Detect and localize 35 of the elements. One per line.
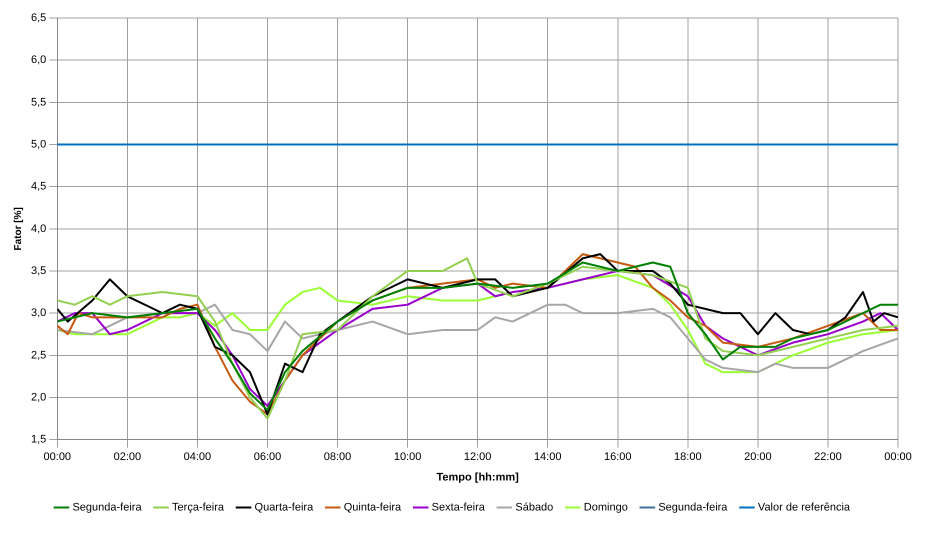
legend-label: Valor de referência (758, 502, 851, 514)
x-tick-label: 08:00 (324, 451, 352, 464)
x-tick-label: 04:00 (184, 451, 212, 464)
y-axis-title: Fator [%] (12, 207, 24, 250)
x-tick-label: 02:00 (114, 451, 142, 464)
x-tick-label: 18:00 (674, 451, 702, 464)
x-tick-label: 06:00 (254, 451, 282, 464)
y-tick-label: 2,0 (30, 391, 46, 404)
legend-label: Domingo (584, 502, 628, 514)
y-tick-label: 6,5 (30, 12, 46, 24)
y-tick-label: 6,0 (30, 54, 46, 66)
y-tick-label: 2,5 (30, 349, 46, 362)
legend-label: Sábado (515, 502, 554, 514)
x-tick-label: 10:00 (394, 451, 422, 464)
y-tick-label: 5,0 (30, 138, 46, 151)
legend-label: Segunda-feira (72, 502, 142, 514)
legend-label: Quinta-feira (344, 502, 402, 514)
legend-label: Sexta-feira (432, 502, 486, 514)
legend-label: Segunda-feira (658, 502, 728, 514)
y-tick-label: 4,0 (30, 222, 46, 235)
legend-label: Terça-feira (172, 502, 225, 514)
y-tick-label: 1,5 (30, 434, 46, 446)
y-tick-label: 3,5 (30, 264, 46, 277)
y-tick-label: 5,5 (30, 96, 46, 108)
x-tick-label: 12:00 (464, 451, 492, 464)
x-tick-label: 14:00 (534, 451, 562, 464)
x-tick-label: 00:00 (44, 451, 72, 464)
y-tick-label: 3,0 (30, 307, 46, 320)
x-tick-label: 00:00 (884, 451, 912, 464)
legend-label: Quarta-feira (254, 502, 314, 514)
y-tick-label: 4,5 (30, 180, 46, 193)
x-axis-title: Tempo [hh:mm] (436, 471, 520, 484)
x-tick-label: 20:00 (744, 451, 772, 464)
x-tick-label: 22:00 (814, 451, 842, 464)
x-tick-label: 16:00 (604, 451, 632, 464)
